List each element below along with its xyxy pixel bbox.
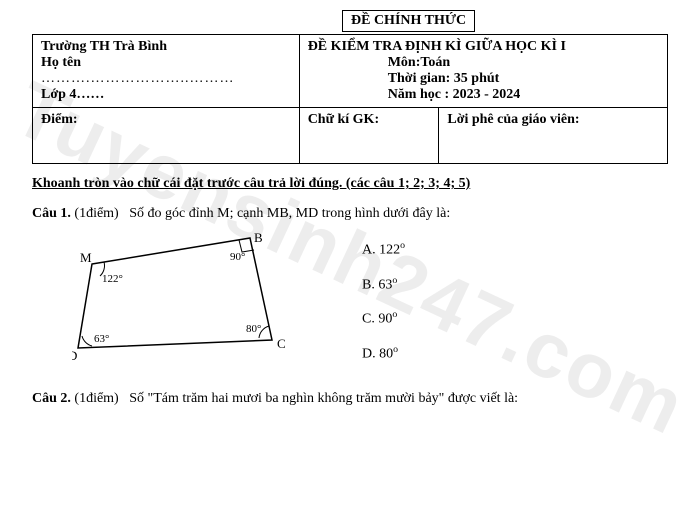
score-label: Điểm:	[41, 112, 78, 127]
q2-points: (1điểm)	[74, 391, 118, 406]
question-1: Câu 1. (1điểm) Số đo góc đỉnh M; cạnh MB…	[32, 206, 668, 377]
official-label: ĐỀ CHÍNH THỨC	[342, 10, 475, 32]
angle-d: 63°	[94, 333, 109, 345]
q1-option-b: B. 63o	[362, 275, 405, 294]
exam-title: ĐỀ KIỂM TRA ĐỊNH KÌ GIỮA HỌC KÌ I	[308, 39, 659, 55]
q1-option-d: D. 80o	[362, 344, 405, 363]
q1-points: (1điểm)	[74, 206, 118, 221]
time-label: Thời gian: 35 phút	[388, 71, 500, 86]
vertex-d: D	[72, 348, 77, 363]
header-table: Trường TH Trà Bình Họ tên ……….………………..………	[32, 34, 668, 164]
instructions: Khoanh tròn vào chữ cái đặt trước câu tr…	[32, 176, 668, 192]
question-2: Câu 2. (1điểm) Số "Tám trăm hai mươi ba …	[32, 391, 668, 407]
sign-label: Chữ kí GK:	[308, 112, 379, 127]
q1-figure: M B C D 122° 90° 80° 63°	[72, 232, 332, 377]
vertex-m: M	[80, 250, 92, 265]
q1-option-a: A. 122o	[362, 240, 405, 259]
comment-label: Lời phê của giáo viên:	[447, 112, 579, 127]
name-dots: ……….………………..………	[41, 71, 291, 87]
year-label: Năm học : 2023 - 2024	[388, 87, 521, 102]
q1-text: Số đo góc đỉnh M; cạnh MB, MD trong hình…	[129, 206, 450, 221]
q1-option-c: C. 90o	[362, 309, 405, 328]
vertex-c: C	[277, 336, 286, 351]
angle-b: 90°	[230, 251, 245, 263]
angle-c: 80°	[246, 323, 261, 335]
q1-label: Câu 1.	[32, 206, 71, 221]
name-label: Họ tên	[41, 55, 291, 71]
q1-options: A. 122o B. 63o C. 90o D. 80o	[362, 240, 405, 363]
school-name: Trường TH Trà Bình	[41, 39, 291, 55]
subject-label: Môn:Toán	[388, 55, 451, 70]
angle-m: 122°	[102, 273, 123, 285]
q2-label: Câu 2.	[32, 391, 71, 406]
class-label: Lớp 4……	[41, 87, 291, 103]
q2-text: Số "Tám trăm hai mươi ba nghìn không tră…	[129, 391, 518, 406]
vertex-b: B	[254, 232, 263, 245]
